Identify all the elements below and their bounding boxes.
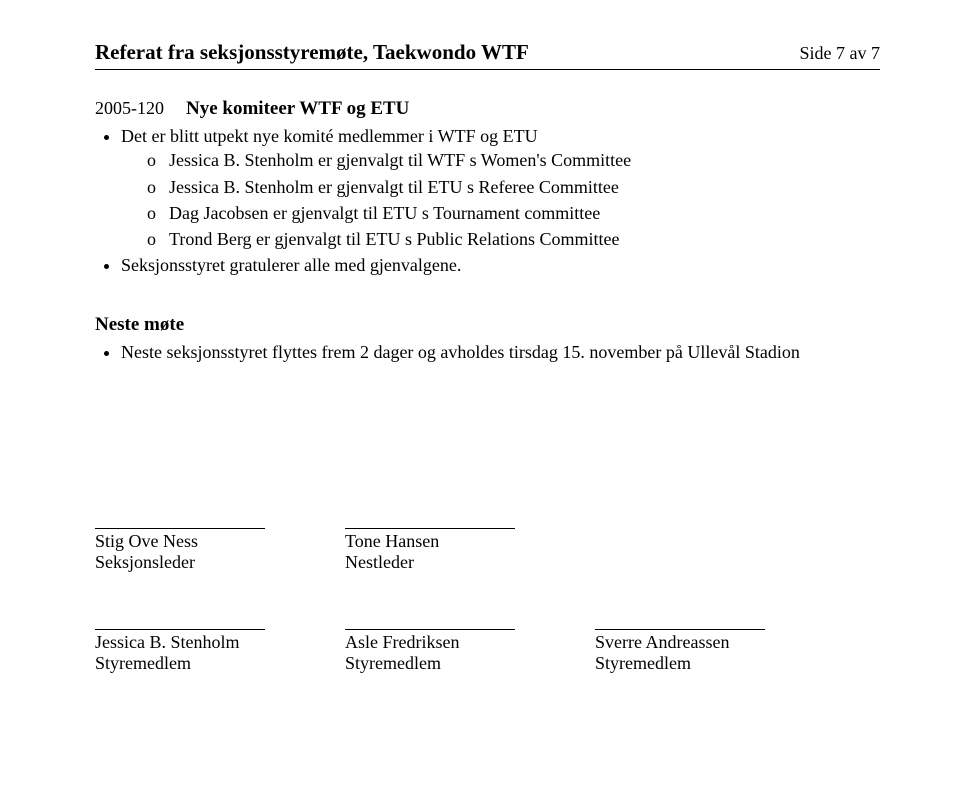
list-item: Seksjonsstyret gratulerer alle med gjenv… xyxy=(121,253,880,277)
sub-list: Jessica B. Stenholm er gjenvalgt til WTF… xyxy=(147,148,880,251)
section-number: 2005-120 xyxy=(95,98,164,118)
next-meeting-title: Neste møte xyxy=(95,314,880,336)
signature-name: Stig Ove Ness xyxy=(95,531,265,552)
signature-line xyxy=(95,629,265,630)
list-item-text: Det er blitt utpekt nye komité medlemmer… xyxy=(121,126,538,146)
sub-list-text: Jessica B. Stenholm er gjenvalgt til ETU… xyxy=(169,177,619,197)
signature-role: Styremedlem xyxy=(345,653,515,674)
signature-role: Styremedlem xyxy=(95,653,265,674)
signature-line xyxy=(345,629,515,630)
list-item: Det er blitt utpekt nye komité medlemmer… xyxy=(121,124,880,251)
list-item-text: Neste seksjonsstyret flyttes frem 2 dage… xyxy=(121,342,800,362)
signature-role: Seksjonsleder xyxy=(95,552,265,573)
header-divider xyxy=(95,69,880,70)
signature-row: Stig Ove Ness Seksjonsleder Tone Hansen … xyxy=(95,528,880,573)
signature-role: Styremedlem xyxy=(595,653,765,674)
signature-cell: Jessica B. Stenholm Styremedlem xyxy=(95,629,265,674)
bullet-list: Det er blitt utpekt nye komité medlemmer… xyxy=(121,124,880,278)
sub-list-item: Dag Jacobsen er gjenvalgt til ETU s Tour… xyxy=(147,201,880,225)
sub-list-item: Jessica B. Stenholm er gjenvalgt til ETU… xyxy=(147,175,880,199)
signature-cell: Sverre Andreassen Styremedlem xyxy=(595,629,765,674)
header-page-number: Side 7 av 7 xyxy=(800,43,881,64)
signature-name: Asle Fredriksen xyxy=(345,632,515,653)
signature-name: Jessica B. Stenholm xyxy=(95,632,265,653)
header-row: Referat fra seksjonsstyremøte, Taekwondo… xyxy=(95,40,880,65)
signature-cell: Asle Fredriksen Styremedlem xyxy=(345,629,515,674)
sub-list-item: Jessica B. Stenholm er gjenvalgt til WTF… xyxy=(147,148,880,172)
signature-line xyxy=(345,528,515,529)
signature-role: Nestleder xyxy=(345,552,515,573)
next-meeting-list: Neste seksjonsstyret flyttes frem 2 dage… xyxy=(121,340,880,364)
signature-block: Stig Ove Ness Seksjonsleder Tone Hansen … xyxy=(95,528,880,674)
sub-list-item: Trond Berg er gjenvalgt til ETU s Public… xyxy=(147,227,880,251)
list-item: Neste seksjonsstyret flyttes frem 2 dage… xyxy=(121,340,880,364)
header-title: Referat fra seksjonsstyremøte, Taekwondo… xyxy=(95,40,529,65)
signature-row: Jessica B. Stenholm Styremedlem Asle Fre… xyxy=(95,629,880,674)
section-title: Nye komiteer WTF og ETU xyxy=(186,98,409,119)
signature-cell: Tone Hansen Nestleder xyxy=(345,528,515,573)
list-item-text: Seksjonsstyret gratulerer alle med gjenv… xyxy=(121,255,461,275)
signature-line xyxy=(595,629,765,630)
sub-list-text: Dag Jacobsen er gjenvalgt til ETU s Tour… xyxy=(169,203,600,223)
sub-list-text: Trond Berg er gjenvalgt til ETU s Public… xyxy=(169,229,619,249)
signature-name: Sverre Andreassen xyxy=(595,632,765,653)
signature-name: Tone Hansen xyxy=(345,531,515,552)
signature-cell: Stig Ove Ness Seksjonsleder xyxy=(95,528,265,573)
section-heading: 2005-120 Nye komiteer WTF og ETU xyxy=(95,98,880,120)
sub-list-text: Jessica B. Stenholm er gjenvalgt til WTF… xyxy=(169,150,631,170)
document-page: Referat fra seksjonsstyremøte, Taekwondo… xyxy=(0,0,960,704)
signature-line xyxy=(95,528,265,529)
